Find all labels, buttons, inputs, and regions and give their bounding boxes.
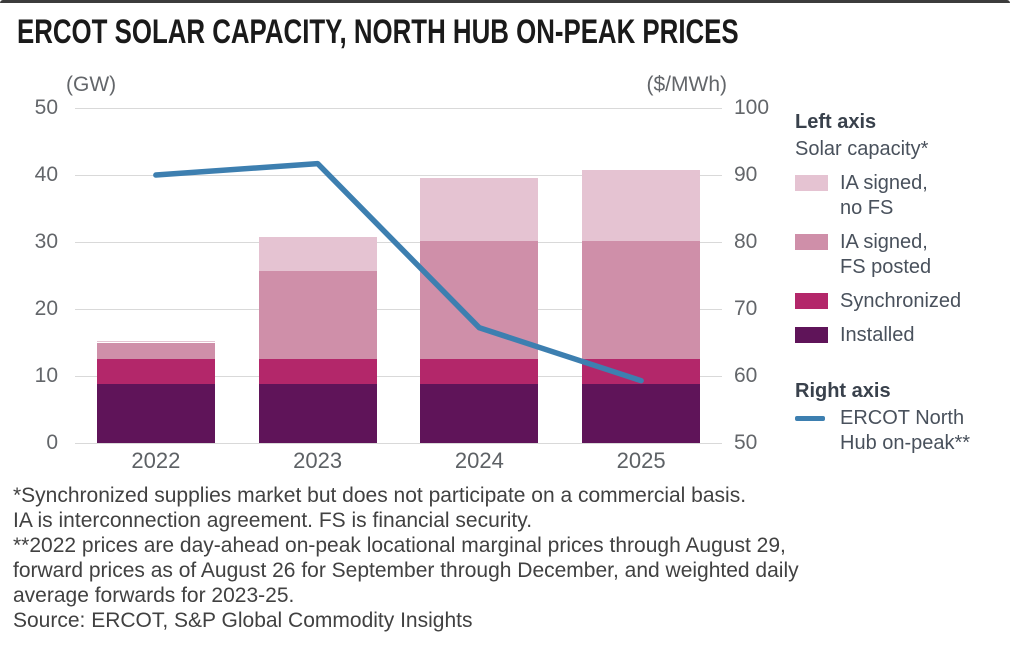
bar-segment-2024-installed: [420, 384, 539, 443]
swatch-synchronized: [795, 293, 828, 309]
gridline-0: [75, 443, 722, 444]
legend-right-axis-header: Right axis: [795, 380, 891, 402]
bar-segment-2022-ia-signed-fs-posted: [96, 342, 215, 360]
bar-segment-2024-ia-signed-no-fs: [420, 177, 539, 241]
legend-item-label: IA signed, no FS: [840, 172, 928, 219]
left-axis-tick-0: 0: [46, 431, 58, 454]
chart-title: ERCOT SOLAR CAPACITY, NORTH HUB ON-PEAK …: [17, 13, 739, 51]
right-axis-tick-50: 50: [734, 431, 758, 454]
bar-segment-2023-ia-signed-no-fs: [258, 236, 377, 272]
bar-segment-2023-ia-signed-fs-posted: [258, 271, 377, 360]
legend-item-label: ERCOT North Hub on-peak**: [840, 407, 971, 454]
bar-segment-2022-synchronized: [96, 359, 215, 385]
legend-left-axis-header: Left axis: [795, 111, 877, 133]
x-axis-label-2025: 2025: [616, 448, 666, 473]
legend-item-installed: Installed: [795, 323, 1007, 348]
bar-segment-2023-synchronized: [258, 359, 377, 385]
footnote-line: IA is interconnection agreement. FS is f…: [13, 509, 533, 532]
bar-segment-2025-installed: [582, 384, 701, 443]
right-axis-tick-100: 100: [734, 96, 770, 119]
left-axis-tick-20: 20: [34, 297, 58, 320]
legend-item-ia-signed-no-fs: IA signed, no FS: [795, 171, 1007, 221]
line-swatch-ercot-north-hub: [795, 416, 825, 421]
right-axis-tick-80: 80: [734, 230, 758, 253]
right-axis-tick-60: 60: [734, 364, 758, 387]
footnote-line: average forwards for 2023-25.: [13, 584, 295, 607]
swatch-installed: [795, 327, 828, 343]
bar-segment-2025-ia-signed-no-fs: [582, 169, 701, 241]
footnotes: *Synchronized supplies market but does n…: [13, 483, 1003, 633]
chart-legend: Left axis Solar capacity* IA signed, no …: [795, 110, 1007, 456]
legend-item-synchronized: Synchronized: [795, 289, 1007, 314]
bar-segment-2025-synchronized: [582, 359, 701, 385]
swatch-ia-signed-fs-posted: [795, 234, 828, 250]
swatch-ia-signed-no-fs: [795, 175, 828, 191]
card-top-border: [0, 0, 1010, 3]
bar-segment-2023-installed: [258, 384, 377, 443]
bar-segment-2025-ia-signed-fs-posted: [582, 240, 701, 360]
x-axis-label-2022: 2022: [131, 448, 181, 473]
footnote-line: Source: ERCOT, S&P Global Commodity Insi…: [13, 609, 473, 632]
legend-left-axis-subheader: Solar capacity*: [795, 138, 929, 160]
bar-segment-2024-ia-signed-fs-posted: [420, 240, 539, 360]
left-axis-tick-30: 30: [34, 230, 58, 253]
legend-item-label: IA signed, FS posted: [840, 231, 932, 278]
x-axis-label-2024: 2024: [454, 448, 504, 473]
gridline-50: [75, 108, 722, 109]
left-axis-tick-50: 50: [34, 96, 58, 119]
left-axis-tick-10: 10: [34, 364, 58, 387]
bar-segment-2022-ia-signed-no-fs: [96, 341, 215, 343]
right-axis-unit-label: ($/MWh): [646, 73, 728, 96]
ercot-north-hub-line: [153, 160, 644, 384]
right-axis-tick-70: 70: [734, 297, 758, 320]
legend-item-ia-signed-fs-posted: IA signed, FS posted: [795, 230, 1007, 280]
footnote-line: **2022 prices are day-ahead on-peak loca…: [13, 534, 786, 557]
right-axis-tick-90: 90: [734, 163, 758, 186]
x-axis-label-2023: 2023: [293, 448, 343, 473]
left-axis-unit-label: (GW): [66, 73, 117, 96]
legend-item-label: Installed: [840, 324, 915, 346]
left-axis-tick-40: 40: [34, 163, 58, 186]
bar-segment-2022-installed: [96, 384, 215, 443]
legend-item-label: Synchronized: [840, 290, 962, 312]
footnote-line: *Synchronized supplies market but does n…: [13, 484, 747, 507]
bar-segment-2024-synchronized: [420, 359, 539, 385]
legend-item-ercot-north-hub: ERCOT North Hub on-peak**: [795, 406, 1007, 456]
footnote-line: forward prices as of August 26 for Septe…: [13, 559, 799, 582]
